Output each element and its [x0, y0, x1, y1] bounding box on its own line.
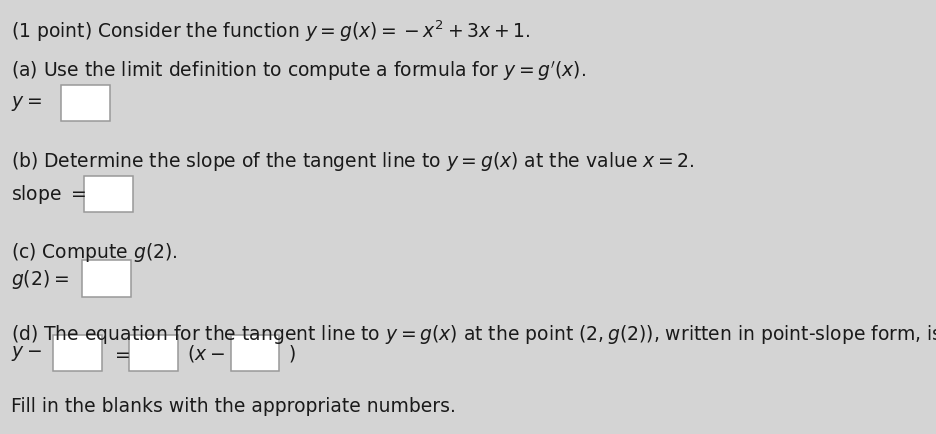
Text: (c) Compute $g(2)$.: (c) Compute $g(2)$. — [11, 240, 178, 263]
FancyBboxPatch shape — [61, 85, 110, 122]
FancyBboxPatch shape — [230, 335, 279, 371]
Text: (1 point) Consider the function $y = g(x) = -x^2 + 3x + 1$.: (1 point) Consider the function $y = g(x… — [11, 18, 531, 44]
FancyBboxPatch shape — [129, 335, 178, 371]
Text: $(x-$: $(x-$ — [187, 342, 225, 364]
Text: (a) Use the limit definition to compute a formula for $y = g'(x)$.: (a) Use the limit definition to compute … — [11, 59, 586, 82]
Text: $g(2) = $: $g(2) = $ — [11, 267, 69, 290]
Text: $)$: $)$ — [287, 342, 295, 364]
Text: (b) Determine the slope of the tangent line to $y = g(x)$ at the value $x = 2$.: (b) Determine the slope of the tangent l… — [11, 150, 694, 173]
Text: (d) The equation for the tangent line to $y = g(x)$ at the point $(2, g(2))$, wr: (d) The equation for the tangent line to… — [11, 322, 936, 345]
Text: $y-$: $y-$ — [11, 344, 42, 362]
FancyBboxPatch shape — [53, 335, 102, 371]
FancyBboxPatch shape — [82, 261, 131, 297]
Text: Fill in the blanks with the appropriate numbers.: Fill in the blanks with the appropriate … — [11, 396, 456, 415]
Text: slope $=$: slope $=$ — [11, 183, 86, 205]
Text: $=$: $=$ — [110, 344, 130, 362]
Text: $y = $: $y = $ — [11, 94, 42, 113]
FancyBboxPatch shape — [84, 176, 133, 212]
